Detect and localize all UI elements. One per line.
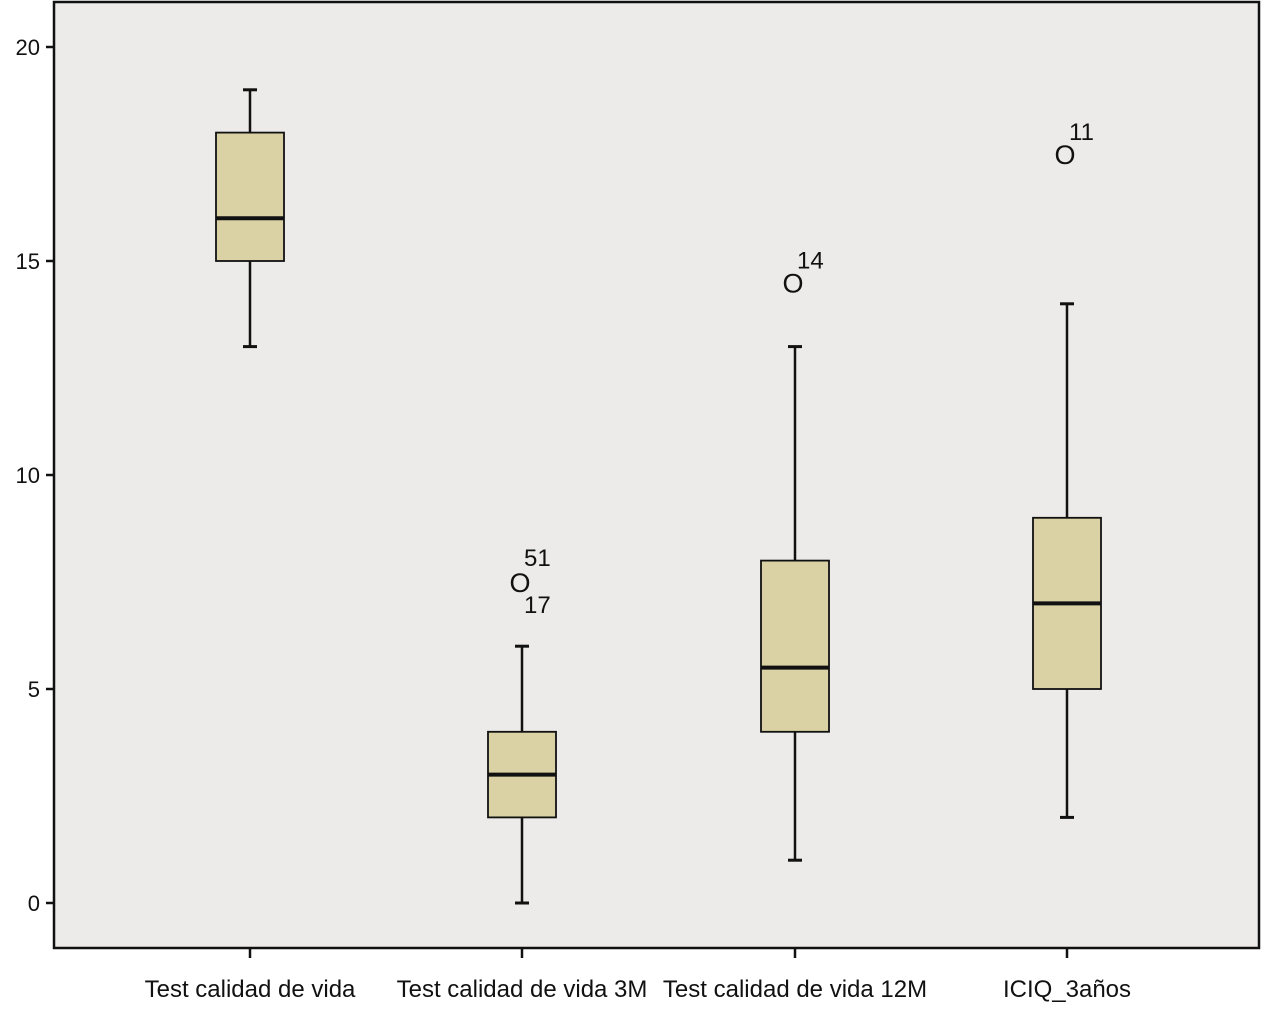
y-tick-label: 5 (28, 677, 40, 702)
outlier-marker: O (1054, 140, 1075, 170)
outlier-label: 51 (524, 545, 551, 572)
y-tick-label: 15 (16, 249, 40, 274)
x-category-label: Test calidad de vida 3M (397, 976, 648, 1003)
x-category-label: ICIQ_3años (1003, 976, 1131, 1003)
outlier-label: 17 (524, 592, 551, 619)
x-category-label: Test calidad de vida (145, 976, 356, 1003)
x-category-label: Test calidad de vida 12M (663, 976, 927, 1003)
box-group (215, 88, 285, 349)
box-group: O51 17 (487, 545, 557, 905)
y-axis: 0 5 10 15 20 (16, 35, 54, 916)
outlier-label: 14 (797, 247, 824, 274)
box-iqr (760, 559, 830, 733)
outlier-marker: O (782, 268, 803, 298)
box-iqr (215, 131, 285, 262)
y-tick-label: 0 (28, 891, 40, 916)
box-group: O11 (1032, 119, 1102, 819)
box-group: O14 (760, 247, 830, 862)
outlier-label: 11 (1069, 119, 1094, 146)
x-axis: Test calidad de vida Test calidad de vida… (145, 948, 1131, 1003)
outlier-marker: O (509, 568, 530, 598)
y-tick-label: 10 (16, 463, 40, 488)
y-tick-label: 20 (16, 35, 40, 60)
